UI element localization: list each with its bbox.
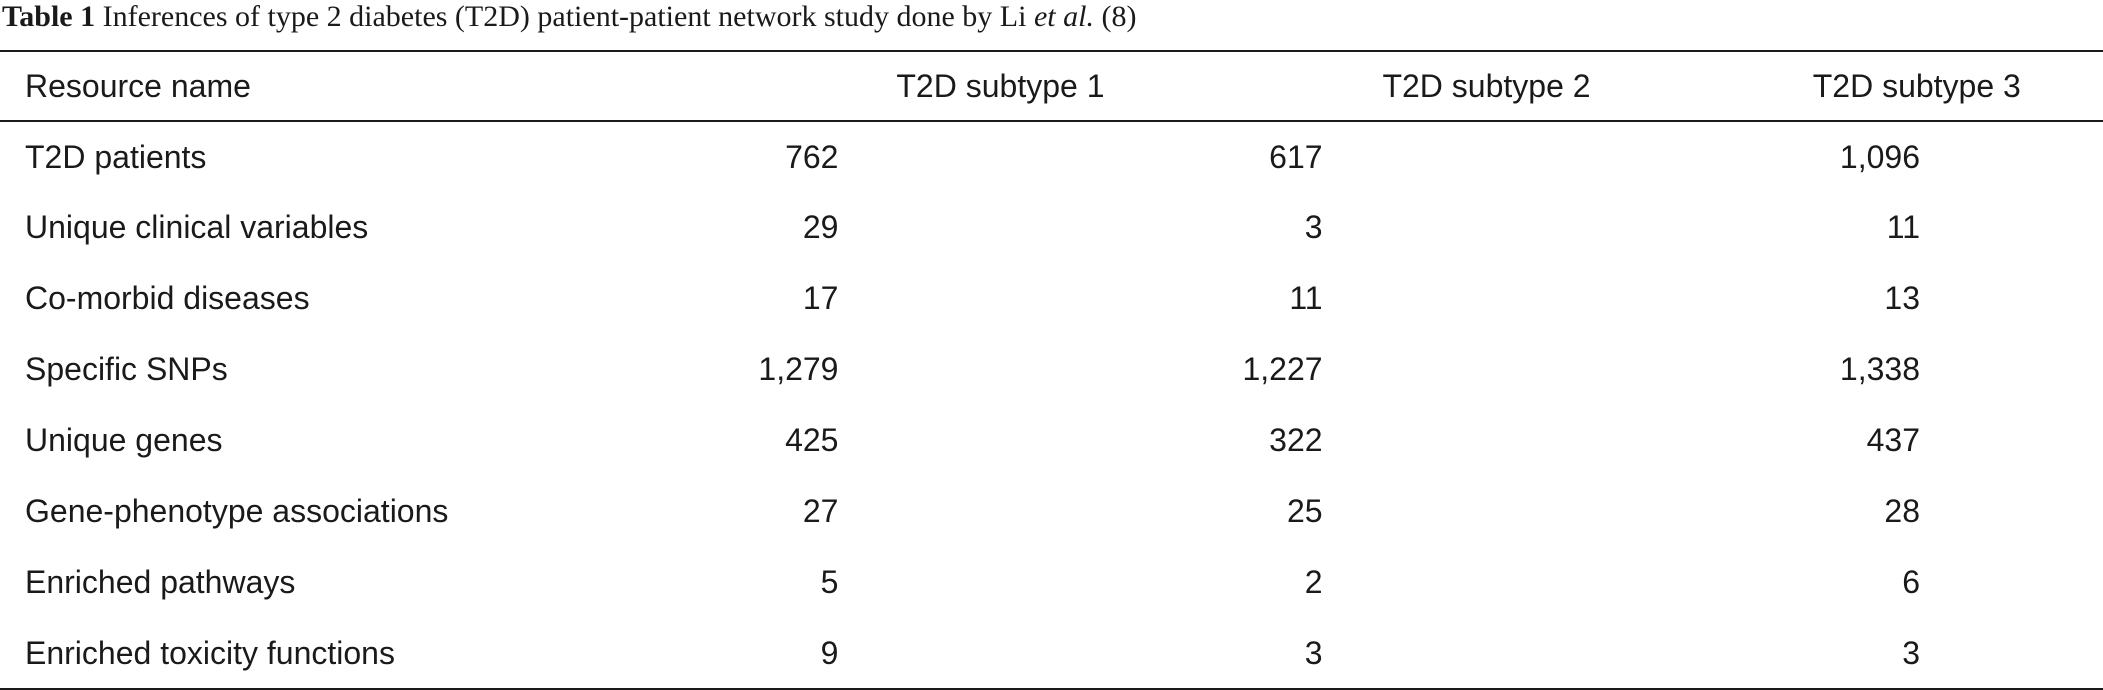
row-label: Enriched pathways — [25, 564, 296, 600]
cell-subtype-3: 3 — [1730, 618, 2103, 690]
cell-subtype-1: 762 — [785, 138, 839, 175]
cell-subtype-1: 27 — [802, 493, 839, 529]
header-row: Resource name T2D subtype 1 T2D subtype … — [0, 50, 2103, 122]
row-label: Gene-phenotype associations — [25, 493, 449, 529]
cell-subtype-2: 3 — [1242, 618, 1731, 690]
table-row: Gene-phenotype associations 27 25 28 — [0, 476, 2103, 547]
cell-subtype-3: 1,338 — [1839, 351, 1920, 387]
table-row: Unique genes 425 322 437 — [0, 405, 2103, 476]
table-caption-etal: et al. — [1033, 0, 1094, 33]
row-label: Enriched toxicity functions — [0, 618, 759, 690]
table-caption-reference: (8) — [1093, 0, 1137, 33]
header-resource-name: Resource name — [0, 50, 759, 122]
table-row: Specific SNPs 1,279 1,227 1,338 — [0, 334, 2103, 405]
cell-subtype-3: 437 — [1866, 422, 1920, 458]
cell-subtype-3: 13 — [1884, 280, 1920, 316]
table-caption: Table 1 Inferences of type 2 diabetes (T… — [2, 0, 1136, 42]
row-label: Unique genes — [25, 422, 223, 458]
cell-subtype-2: 322 — [1269, 422, 1323, 458]
table-caption-label: Table 1 — [2, 0, 96, 33]
cell-subtype-1: 5 — [820, 564, 839, 600]
header-t2d-subtype-3: T2D subtype 3 — [1730, 50, 2103, 122]
table-row: Enriched toxicity functions 9 3 3 — [0, 618, 2103, 690]
table-row: T2D patients 762 617 1,096 — [0, 121, 2103, 192]
cell-subtype-2: 2 — [1304, 564, 1323, 600]
cell-subtype-1: 425 — [785, 422, 839, 458]
data-table: Resource name T2D subtype 1 T2D subtype … — [0, 50, 2103, 690]
cell-subtype-2: 3 — [1304, 209, 1323, 245]
cell-subtype-1: 1,279 — [758, 351, 839, 387]
row-label: Specific SNPs — [25, 351, 228, 387]
cell-subtype-1: 29 — [802, 209, 839, 245]
row-label: Unique clinical variables — [25, 209, 369, 245]
table-row: Unique clinical variables 29 3 11 — [0, 192, 2103, 263]
row-label: T2D patients — [25, 138, 207, 175]
cell-subtype-2: 1,227 — [1242, 351, 1323, 387]
cell-subtype-1: 9 — [758, 618, 1243, 690]
row-label: Co-morbid diseases — [25, 280, 310, 316]
cell-subtype-3: 11 — [1886, 209, 1920, 245]
table-header: Resource name T2D subtype 1 T2D subtype … — [0, 50, 2103, 122]
header-t2d-subtype-2: T2D subtype 2 — [1242, 50, 1731, 122]
cell-subtype-2: 617 — [1269, 138, 1323, 175]
cell-subtype-2: 11 — [1289, 280, 1323, 316]
header-t2d-subtype-1: T2D subtype 1 — [758, 50, 1243, 122]
cell-subtype-3: 28 — [1884, 493, 1920, 529]
table-row: Co-morbid diseases 17 11 13 — [0, 263, 2103, 334]
cell-subtype-2: 25 — [1286, 493, 1323, 529]
table-row: Enriched pathways 5 2 6 — [0, 547, 2103, 618]
table-body: T2D patients 762 617 1,096 Unique clinic… — [0, 121, 2103, 690]
table-caption-text: Inferences of type 2 diabetes (T2D) pati… — [95, 0, 1034, 33]
cell-subtype-1: 17 — [802, 280, 839, 316]
cell-subtype-3: 6 — [1902, 564, 1920, 600]
cell-subtype-3: 1,096 — [1839, 138, 1920, 175]
